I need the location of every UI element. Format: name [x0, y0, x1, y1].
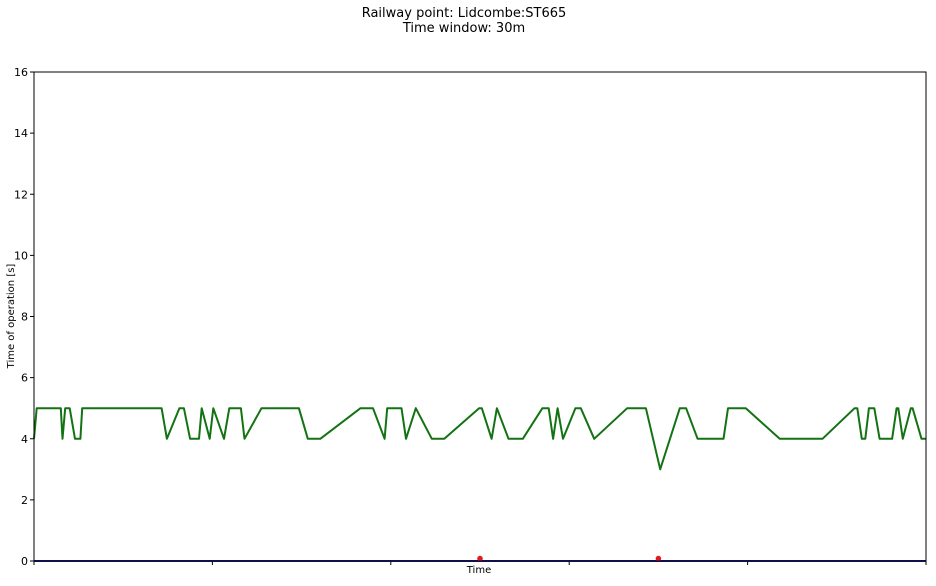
x-axis-label: Time [466, 565, 491, 576]
y-tick-label: 16 [14, 66, 28, 79]
event-marker [655, 555, 662, 562]
y-tick-label: 12 [14, 188, 28, 201]
plot-frame [33, 71, 927, 562]
y-tick-label: 8 [21, 311, 28, 324]
y-tick-label: 10 [14, 249, 28, 262]
y-tick-label: 14 [14, 127, 28, 140]
chart-subtitle: Time window: 30m [402, 21, 525, 36]
chart-title: Railway point: Lidcombe:ST665 [362, 6, 567, 21]
y-axis-label: Time of operation [s] [6, 264, 17, 370]
y-tick-label: 2 [21, 494, 28, 507]
plot-area: 0 2 4 6 8 10 12 14 16 [14, 66, 927, 568]
y-tick-label: 6 [21, 372, 28, 385]
operation-time-line [33, 407, 926, 471]
y-tick-label: 0 [21, 555, 28, 568]
y-tick-label: 4 [21, 433, 28, 446]
event-marker [477, 555, 483, 562]
